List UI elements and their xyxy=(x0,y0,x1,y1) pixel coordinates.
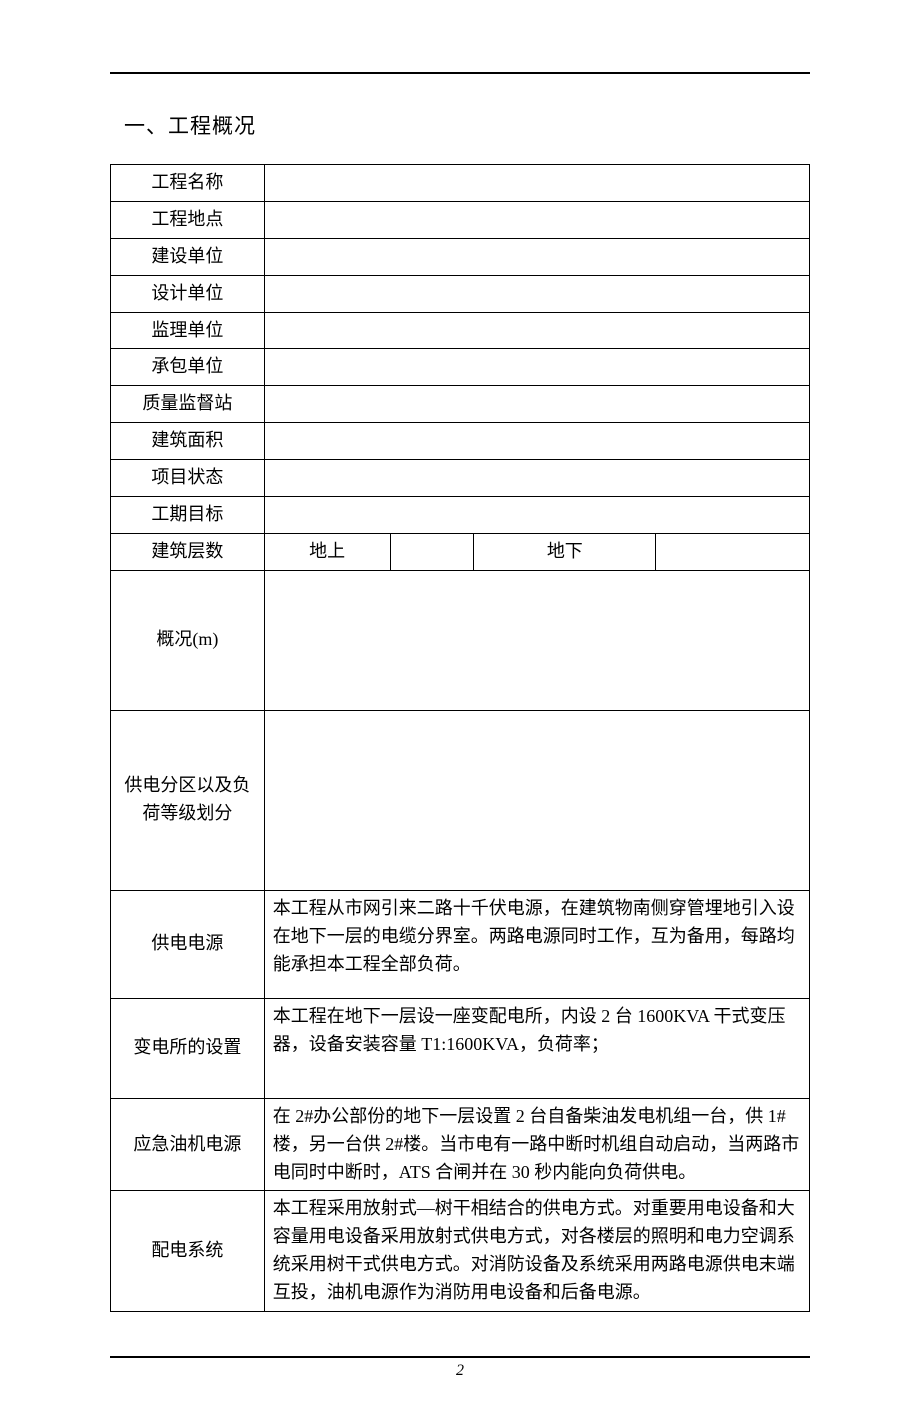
value-distribution-system: 本工程采用放射式—树干相结合的供电方式。对重要用电设备和大容量用电设备采用放射式… xyxy=(264,1191,809,1312)
header-rule xyxy=(110,72,810,74)
table-row: 建筑面积 xyxy=(111,423,810,460)
value-substation: 本工程在地下一层设一座变配电所，内设 2 台 1600KVA 干式变压器，设备安… xyxy=(264,998,809,1098)
table-row: 工程名称 xyxy=(111,165,810,202)
label-supervision-unit: 监理单位 xyxy=(111,312,265,349)
table-row: 变电所的设置 本工程在地下一层设一座变配电所，内设 2 台 1600KVA 干式… xyxy=(111,998,810,1098)
table-row: 应急油机电源 在 2#办公部份的地下一层设置 2 台自备柴油发电机组一台，供 1… xyxy=(111,1098,810,1191)
label-project-status: 项目状态 xyxy=(111,460,265,497)
label-contractor-unit: 承包单位 xyxy=(111,349,265,386)
value-project-location xyxy=(264,201,809,238)
table-row: 供电电源 本工程从市网引来二路十千伏电源，在建筑物南侧穿管埋地引入设在地下一层的… xyxy=(111,890,810,998)
section-heading: 一、工程概况 xyxy=(124,110,810,140)
label-project-name: 工程名称 xyxy=(111,165,265,202)
table-row: 供电分区以及负荷等级划分 xyxy=(111,710,810,890)
table-row: 建筑层数 地上 地下 xyxy=(111,533,810,570)
label-emergency-generator: 应急油机电源 xyxy=(111,1098,265,1191)
table-row: 质量监督站 xyxy=(111,386,810,423)
label-building-floors: 建筑层数 xyxy=(111,533,265,570)
value-quality-station xyxy=(264,386,809,423)
table-row: 配电系统 本工程采用放射式—树干相结合的供电方式。对重要用电设备和大容量用电设备… xyxy=(111,1191,810,1312)
table-row: 概况(m) xyxy=(111,570,810,710)
value-contractor-unit xyxy=(264,349,809,386)
value-schedule-target xyxy=(264,497,809,534)
table-row: 工程地点 xyxy=(111,201,810,238)
value-project-name xyxy=(264,165,809,202)
label-above-ground: 地上 xyxy=(264,533,390,570)
label-design-unit: 设计单位 xyxy=(111,275,265,312)
label-building-area: 建筑面积 xyxy=(111,423,265,460)
document-page: 一、工程概况 工程名称 工程地点 建设单位 设计单位 监理单位 承包单位 xyxy=(0,0,920,1420)
label-below-ground: 地下 xyxy=(474,533,656,570)
label-schedule-target: 工期目标 xyxy=(111,497,265,534)
table-row: 项目状态 xyxy=(111,460,810,497)
label-quality-station: 质量监督站 xyxy=(111,386,265,423)
table-row: 监理单位 xyxy=(111,312,810,349)
project-info-table: 工程名称 工程地点 建设单位 设计单位 监理单位 承包单位 质量监督站 建筑面 xyxy=(110,164,810,1312)
value-overview-m xyxy=(264,570,809,710)
value-project-status xyxy=(264,460,809,497)
table-row: 设计单位 xyxy=(111,275,810,312)
value-design-unit xyxy=(264,275,809,312)
value-construction-unit xyxy=(264,238,809,275)
table-row: 承包单位 xyxy=(111,349,810,386)
value-supervision-unit xyxy=(264,312,809,349)
value-power-zoning xyxy=(264,710,809,890)
table-row: 工期目标 xyxy=(111,497,810,534)
label-construction-unit: 建设单位 xyxy=(111,238,265,275)
table-row: 建设单位 xyxy=(111,238,810,275)
label-project-location: 工程地点 xyxy=(111,201,265,238)
value-emergency-generator: 在 2#办公部份的地下一层设置 2 台自备柴油发电机组一台，供 1#楼，另一台供… xyxy=(264,1098,809,1191)
value-power-supply: 本工程从市网引来二路十千伏电源，在建筑物南侧穿管埋地引入设在地下一层的电缆分界室… xyxy=(264,890,809,998)
value-building-area xyxy=(264,423,809,460)
label-distribution-system: 配电系统 xyxy=(111,1191,265,1312)
page-number: 2 xyxy=(110,1362,810,1380)
footer-rule xyxy=(110,1356,810,1358)
value-above-ground xyxy=(390,533,474,570)
label-power-supply: 供电电源 xyxy=(111,890,265,998)
label-overview-m: 概况(m) xyxy=(111,570,265,710)
value-below-ground xyxy=(656,533,810,570)
label-substation: 变电所的设置 xyxy=(111,998,265,1098)
label-power-zoning: 供电分区以及负荷等级划分 xyxy=(111,710,265,890)
